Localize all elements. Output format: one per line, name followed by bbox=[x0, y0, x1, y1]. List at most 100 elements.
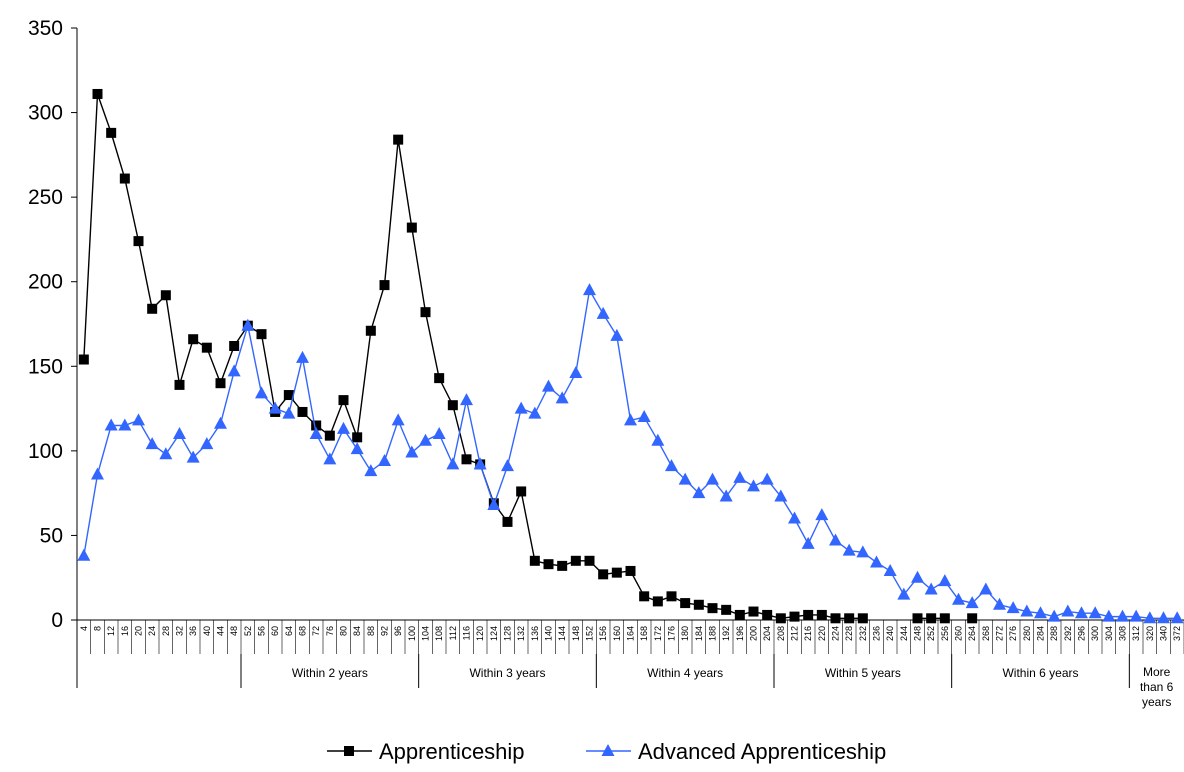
data-point bbox=[706, 473, 719, 485]
data-point bbox=[146, 437, 159, 449]
x-tick-label: 48 bbox=[229, 626, 239, 636]
data-point bbox=[132, 413, 145, 425]
data-point bbox=[749, 607, 759, 617]
data-point bbox=[134, 236, 144, 246]
group-label: Within 4 years bbox=[647, 666, 723, 680]
data-point bbox=[926, 613, 936, 623]
data-point bbox=[161, 290, 171, 300]
data-point bbox=[979, 583, 992, 595]
legend-marker bbox=[602, 744, 615, 756]
x-tick-label: 152 bbox=[585, 626, 595, 641]
series-layer bbox=[77, 89, 1183, 623]
data-point bbox=[448, 400, 458, 410]
data-point bbox=[214, 417, 227, 429]
x-tick-label: 92 bbox=[380, 626, 390, 636]
data-point bbox=[544, 559, 554, 569]
data-point bbox=[598, 569, 608, 579]
x-tick-label: 296 bbox=[1077, 626, 1087, 641]
x-tick-label: 252 bbox=[926, 626, 936, 641]
x-tick-label: 20 bbox=[134, 626, 144, 636]
data-point bbox=[829, 534, 842, 546]
x-tick-label: 264 bbox=[967, 626, 977, 641]
x-tick-label: 320 bbox=[1145, 626, 1155, 641]
data-point bbox=[530, 556, 540, 566]
data-point bbox=[557, 561, 567, 571]
data-point bbox=[858, 613, 868, 623]
x-tick-label: 372 bbox=[1172, 626, 1182, 641]
data-point bbox=[351, 442, 364, 454]
data-point bbox=[337, 422, 350, 434]
x-tick-label: 260 bbox=[954, 626, 964, 641]
y-tick-label: 150 bbox=[28, 355, 63, 378]
data-point bbox=[1130, 610, 1143, 622]
legend-label: Apprenticeship bbox=[379, 739, 525, 764]
x-tick-label: 36 bbox=[188, 626, 198, 636]
x-tick-label: 60 bbox=[270, 626, 280, 636]
x-tick-label: 276 bbox=[1008, 626, 1018, 641]
y-tick-label: 250 bbox=[28, 186, 63, 209]
x-tick-label: 88 bbox=[366, 626, 376, 636]
data-point bbox=[585, 556, 595, 566]
x-tick-label: 136 bbox=[530, 626, 540, 641]
data-point bbox=[91, 468, 104, 480]
data-point bbox=[762, 610, 772, 620]
data-point bbox=[323, 452, 336, 464]
data-point bbox=[120, 174, 130, 184]
series-line bbox=[84, 94, 972, 618]
data-point bbox=[147, 304, 157, 314]
y-tick-label: 300 bbox=[28, 102, 63, 125]
x-tick-label: 124 bbox=[489, 626, 499, 641]
data-point bbox=[106, 128, 116, 138]
data-point bbox=[175, 380, 185, 390]
x-tick-label: 312 bbox=[1131, 626, 1141, 641]
data-point bbox=[433, 427, 446, 439]
data-point bbox=[501, 459, 514, 471]
x-tick-label: 64 bbox=[284, 626, 294, 636]
data-point bbox=[298, 407, 308, 417]
x-tick-label: 16 bbox=[120, 626, 130, 636]
data-point bbox=[667, 591, 677, 601]
y-axis-ticks: 050100150200250300350 bbox=[28, 17, 77, 632]
x-tick-label: 248 bbox=[913, 626, 923, 641]
data-point bbox=[844, 613, 854, 623]
data-point bbox=[747, 479, 760, 491]
data-point bbox=[776, 613, 786, 623]
data-point bbox=[735, 610, 745, 620]
data-point bbox=[831, 613, 841, 623]
data-point bbox=[938, 574, 951, 586]
x-tick-label: 272 bbox=[995, 626, 1005, 641]
axes bbox=[77, 28, 1184, 688]
x-tick-label: 116 bbox=[462, 626, 472, 640]
data-point bbox=[651, 434, 664, 446]
x-tick-label: 232 bbox=[858, 626, 868, 641]
x-tick-label: 40 bbox=[202, 626, 212, 636]
data-point bbox=[229, 341, 239, 351]
x-axis-groups: Within 2 years Within 3 years Within 4 yea… bbox=[241, 654, 1174, 709]
x-tick-label: 200 bbox=[749, 626, 759, 641]
data-point bbox=[93, 89, 103, 99]
data-point bbox=[364, 464, 377, 476]
data-point bbox=[817, 610, 827, 620]
x-tick-label: 144 bbox=[557, 626, 567, 641]
data-point bbox=[583, 283, 596, 295]
data-point bbox=[802, 537, 815, 549]
data-point bbox=[378, 454, 391, 466]
x-tick-label: 288 bbox=[1049, 626, 1059, 641]
x-tick-label: 140 bbox=[544, 626, 554, 641]
group-label: More than 6 years bbox=[1140, 665, 1174, 709]
data-point bbox=[516, 486, 526, 496]
group-label: Within 3 years bbox=[469, 666, 545, 680]
x-tick-label: 44 bbox=[216, 626, 226, 636]
x-axis-ticks: 4 8 12 16 20 24 28 32 36 40 44 48 52 56 60 64 68 72 76 80 84… bbox=[77, 620, 1184, 654]
x-tick-label: 24 bbox=[147, 626, 157, 636]
data-point bbox=[462, 454, 472, 464]
data-point bbox=[380, 280, 390, 290]
x-tick-label: 132 bbox=[516, 626, 526, 641]
data-point bbox=[228, 364, 241, 376]
y-tick-label: 0 bbox=[51, 609, 63, 632]
x-tick-label: 164 bbox=[626, 626, 636, 641]
x-tick-label: 28 bbox=[161, 626, 171, 636]
x-tick-label: 120 bbox=[475, 626, 485, 641]
data-point bbox=[815, 508, 828, 520]
